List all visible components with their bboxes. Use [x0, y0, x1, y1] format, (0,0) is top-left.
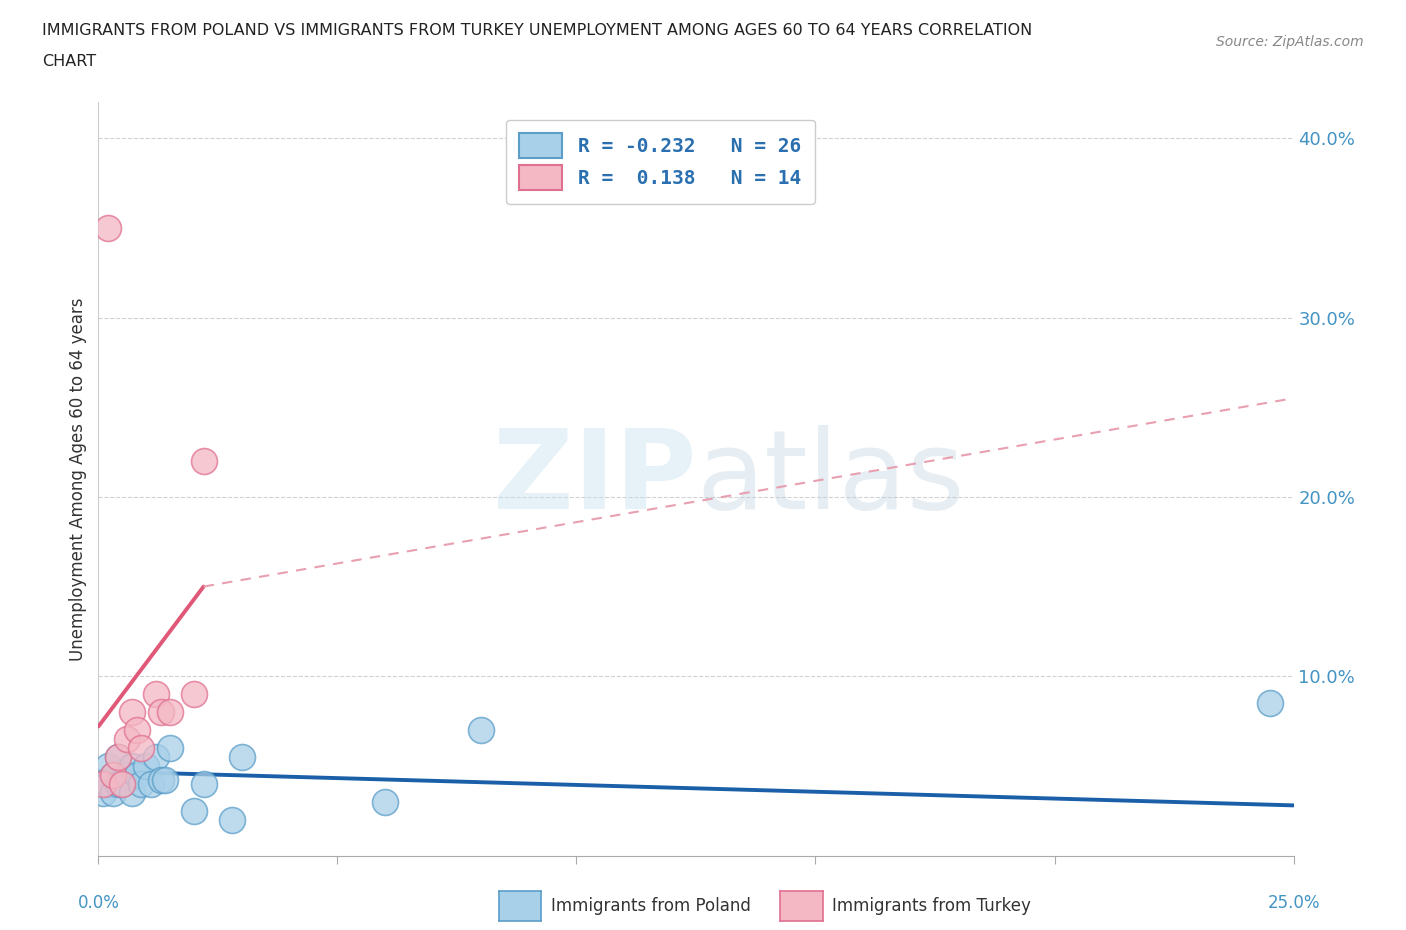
- Point: [193, 777, 215, 791]
- Point: [111, 777, 134, 791]
- Point: [107, 777, 129, 791]
- Point: [121, 785, 143, 800]
- Point: [115, 732, 138, 747]
- Point: [183, 686, 205, 701]
- Point: [91, 785, 114, 800]
- Point: [149, 705, 172, 720]
- Text: Immigrants from Turkey: Immigrants from Turkey: [832, 897, 1031, 915]
- Point: [115, 767, 138, 782]
- Point: [107, 750, 129, 764]
- Point: [155, 773, 177, 788]
- Text: atlas: atlas: [696, 425, 965, 533]
- Point: [107, 750, 129, 764]
- Point: [131, 740, 153, 755]
- Point: [1258, 696, 1281, 711]
- Text: 0.0%: 0.0%: [77, 895, 120, 912]
- Point: [159, 705, 181, 720]
- Point: [101, 767, 124, 782]
- Legend: R = -0.232   N = 26, R =  0.138   N = 14: R = -0.232 N = 26, R = 0.138 N = 14: [506, 120, 814, 204]
- Point: [149, 773, 172, 788]
- Point: [145, 686, 167, 701]
- Point: [91, 777, 114, 791]
- Point: [125, 723, 148, 737]
- Point: [97, 759, 120, 774]
- Point: [101, 785, 124, 800]
- Text: Immigrants from Poland: Immigrants from Poland: [551, 897, 751, 915]
- Point: [374, 794, 396, 809]
- Point: [131, 777, 153, 791]
- Text: Source: ZipAtlas.com: Source: ZipAtlas.com: [1216, 35, 1364, 49]
- Text: 25.0%: 25.0%: [1267, 895, 1320, 912]
- Point: [101, 767, 124, 782]
- Point: [193, 454, 215, 469]
- Point: [111, 777, 134, 791]
- Y-axis label: Unemployment Among Ages 60 to 64 years: Unemployment Among Ages 60 to 64 years: [69, 298, 87, 660]
- Point: [139, 777, 162, 791]
- Point: [159, 740, 181, 755]
- Text: ZIP: ZIP: [492, 425, 696, 533]
- Point: [97, 777, 120, 791]
- Point: [470, 723, 492, 737]
- Text: IMMIGRANTS FROM POLAND VS IMMIGRANTS FROM TURKEY UNEMPLOYMENT AMONG AGES 60 TO 6: IMMIGRANTS FROM POLAND VS IMMIGRANTS FRO…: [42, 23, 1032, 38]
- Point: [183, 804, 205, 818]
- Point: [221, 812, 243, 827]
- Point: [121, 759, 143, 774]
- Point: [125, 767, 148, 782]
- Text: CHART: CHART: [42, 54, 96, 69]
- Point: [145, 750, 167, 764]
- Point: [135, 759, 157, 774]
- Point: [97, 220, 120, 235]
- Point: [231, 750, 253, 764]
- Point: [121, 705, 143, 720]
